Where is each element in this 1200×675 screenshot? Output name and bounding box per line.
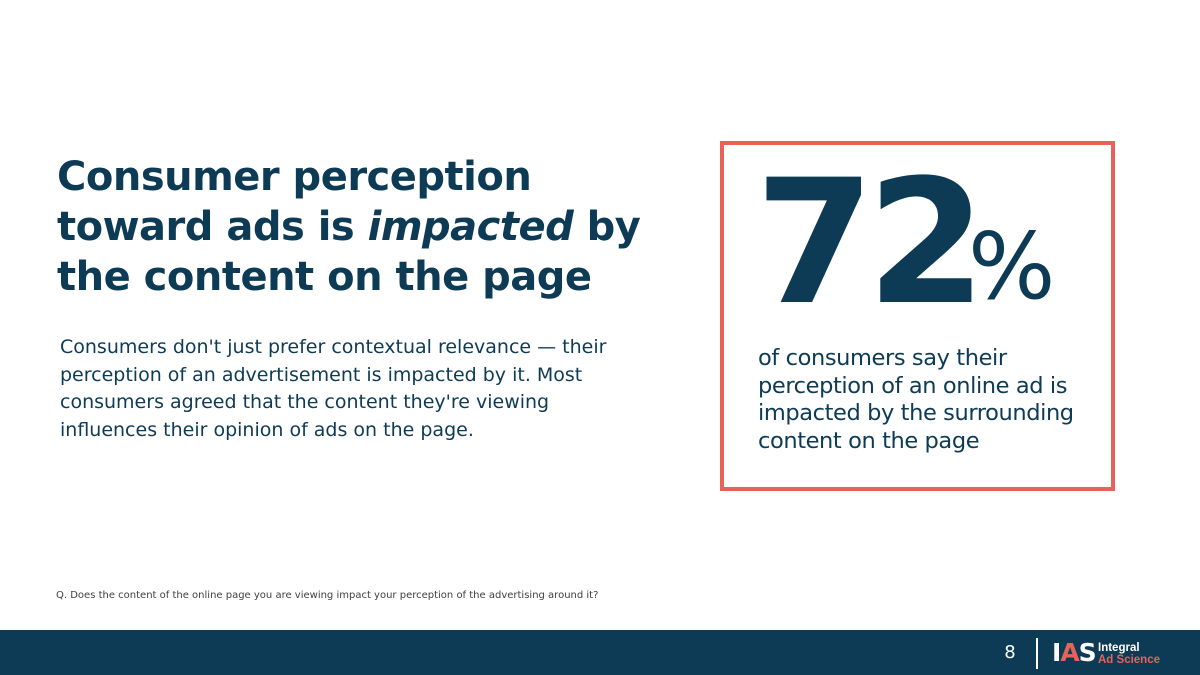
stat-caption: of consumers say their perception of an … xyxy=(758,345,1074,454)
title-emphasis: impacted xyxy=(367,204,574,250)
title-line-1: Consumer perception xyxy=(57,154,532,200)
title-line-3: the content on the page xyxy=(57,254,592,300)
footer-divider xyxy=(1036,638,1038,669)
ias-logo-wordmark: Integral Ad Science xyxy=(1098,642,1168,666)
ias-logo-mark: IAS xyxy=(1052,638,1097,667)
stat-callout-box: 72 % of consumers say their perception o… xyxy=(720,141,1115,491)
slide-title: Consumer perception toward ads is impact… xyxy=(57,152,657,302)
ias-logo-accent-letter: A xyxy=(1060,638,1079,667)
stat-percent-sign: % xyxy=(968,213,1056,320)
footer-bar: 8 IAS Integral Ad Science xyxy=(0,630,1200,675)
stat-number: 72 xyxy=(755,142,986,343)
title-line-2-end: by xyxy=(573,204,641,250)
page-number: 8 xyxy=(1004,642,1016,663)
logo-line-integral: Integral xyxy=(1098,642,1140,654)
logo-line-ad-science: Ad Science xyxy=(1098,654,1160,666)
ias-logo-mark-text: IAS xyxy=(1052,638,1097,667)
survey-question-footnote: Q. Does the content of the online page y… xyxy=(56,590,599,601)
body-paragraph: Consumers don't just prefer contextual r… xyxy=(60,336,607,441)
title-line-2-start: toward ads is xyxy=(57,204,368,250)
